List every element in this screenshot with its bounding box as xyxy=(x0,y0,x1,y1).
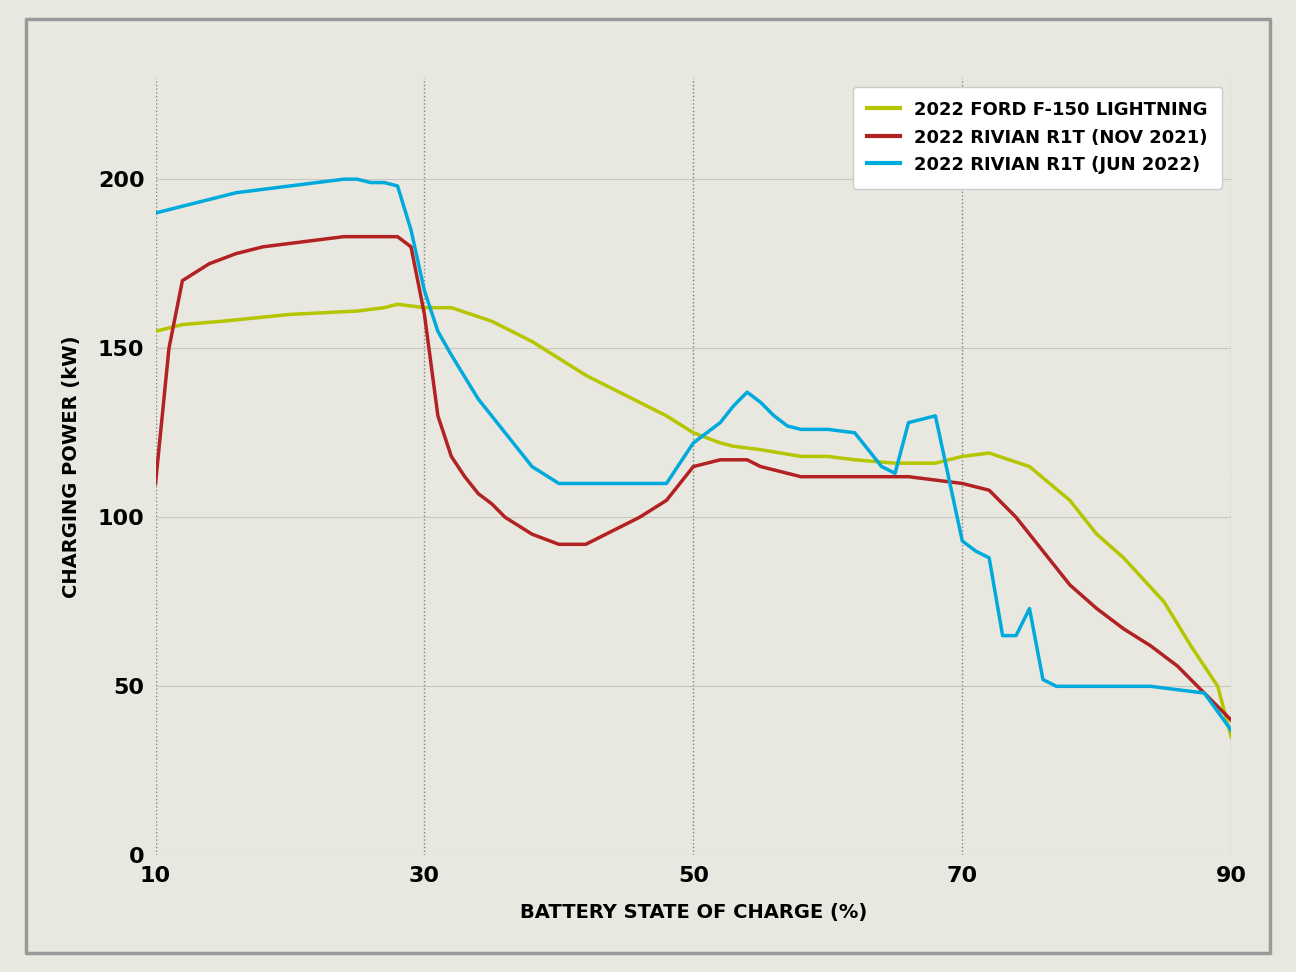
Legend: 2022 FORD F-150 LIGHTNING, 2022 RIVIAN R1T (NOV 2021), 2022 RIVIAN R1T (JUN 2022: 2022 FORD F-150 LIGHTNING, 2022 RIVIAN R… xyxy=(853,87,1222,189)
X-axis label: BATTERY STATE OF CHARGE (%): BATTERY STATE OF CHARGE (%) xyxy=(520,903,867,922)
Y-axis label: CHARGING POWER (kW): CHARGING POWER (kW) xyxy=(62,335,80,598)
